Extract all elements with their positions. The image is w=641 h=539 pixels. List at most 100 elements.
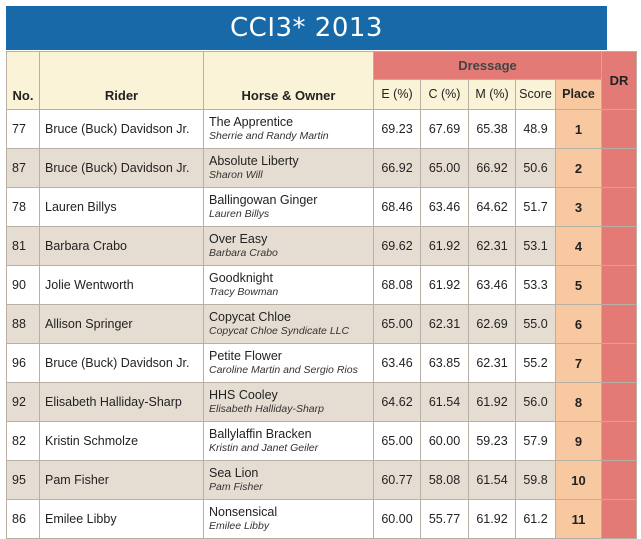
score-m: 61.92	[468, 499, 516, 539]
rider-name: Kristin Schmolze	[39, 421, 204, 461]
owner-name: Caroline Martin and Sergio Rios	[209, 364, 358, 376]
place: 11	[554, 499, 603, 539]
dr-cell	[601, 343, 638, 383]
score-c: 63.85	[420, 343, 469, 383]
horse-name: Ballingowan Ginger	[209, 193, 318, 207]
score-e: 69.62	[373, 226, 421, 266]
horse-name: HHS Cooley	[209, 388, 278, 402]
header-m: M (%)	[468, 78, 516, 111]
table-row: 95 Pam Fisher Sea Lion Pam Fisher 60.77 58.08…	[6, 460, 638, 500]
header-dr: DR	[601, 51, 638, 110]
score-c: 65.00	[420, 148, 469, 188]
rider-name: Bruce (Buck) Davidson Jr.	[39, 109, 204, 149]
table-row: 78 Lauren Billys Ballingowan Ginger Lauren …	[6, 187, 638, 227]
horse-owner-cell: Goodknight Tracy Bowman	[203, 265, 374, 305]
score-e: 66.92	[373, 148, 421, 188]
table-row: 90 Jolie Wentworth Goodknight Tracy Bowman 6…	[6, 265, 638, 305]
horse-owner-cell: Nonsensical Emilee Libby	[203, 499, 374, 539]
header-no: No.	[6, 51, 40, 110]
score-m: 62.69	[468, 304, 516, 344]
score-m: 59.23	[468, 421, 516, 461]
place: 6	[554, 304, 603, 344]
score-m: 61.92	[468, 382, 516, 422]
rider-name: Bruce (Buck) Davidson Jr.	[39, 343, 204, 383]
table-row: 82 Kristin Schmolze Ballylaffin Bracken Kri…	[6, 421, 638, 461]
table-row: 77 Bruce (Buck) Davidson Jr. The Apprentic…	[6, 109, 638, 149]
place: 1	[554, 109, 603, 149]
dressage-score: 56.0	[515, 382, 556, 422]
horse-owner-cell: Copycat Chloe Copycat Chloe Syndicate LLC	[203, 304, 374, 344]
place: 10	[554, 460, 603, 500]
place: 7	[554, 343, 603, 383]
dressage-score: 50.6	[515, 148, 556, 188]
score-c: 61.92	[420, 265, 469, 305]
table-row: 96 Bruce (Buck) Davidson Jr. Petite Flower…	[6, 343, 638, 383]
owner-name: Elisabeth Halliday-Sharp	[209, 403, 324, 415]
horse-name: Petite Flower	[209, 349, 282, 363]
horse-name: Nonsensical	[209, 505, 278, 519]
dressage-score: 61.2	[515, 499, 556, 539]
score-c: 60.00	[420, 421, 469, 461]
rider-name: Barbara Crabo	[39, 226, 204, 266]
score-e: 68.08	[373, 265, 421, 305]
horse-owner-cell: Ballylaffin Bracken Kristin and Janet Gei…	[203, 421, 374, 461]
dressage-score: 59.8	[515, 460, 556, 500]
rider-name: Lauren Billys	[39, 187, 204, 227]
owner-name: Copycat Chloe Syndicate LLC	[209, 325, 350, 337]
rider-name: Pam Fisher	[39, 460, 204, 500]
header-place: Place	[554, 78, 603, 111]
owner-name: Sharon Will	[209, 169, 263, 181]
results-rows: 77 Bruce (Buck) Davidson Jr. The Apprentic…	[6, 109, 638, 539]
owner-name: Tracy Bowman	[209, 286, 279, 298]
horse-owner-cell: Over Easy Barbara Crabo	[203, 226, 374, 266]
table-row: 92 Elisabeth Halliday-Sharp HHS Cooley Elis…	[6, 382, 638, 422]
results-table: No. Rider Horse & Owner Dressage DR E (%…	[6, 51, 638, 539]
score-m: 66.92	[468, 148, 516, 188]
dr-cell	[601, 148, 638, 188]
score-c: 62.31	[420, 304, 469, 344]
dressage-score: 55.2	[515, 343, 556, 383]
entry-number: 81	[6, 226, 40, 266]
owner-name: Barbara Crabo	[209, 247, 278, 259]
place: 3	[554, 187, 603, 227]
dr-cell	[601, 304, 638, 344]
horse-name: Absolute Liberty	[209, 154, 299, 168]
table-row: 88 Allison Springer Copycat Chloe Copycat C…	[6, 304, 638, 344]
horse-name: Copycat Chloe	[209, 310, 291, 324]
rider-name: Emilee Libby	[39, 499, 204, 539]
header-dressage: Dressage	[372, 51, 603, 80]
table-row: 86 Emilee Libby Nonsensical Emilee Libby 60.…	[6, 499, 638, 539]
score-c: 63.46	[420, 187, 469, 227]
horse-name: Ballylaffin Bracken	[209, 427, 312, 441]
score-e: 63.46	[373, 343, 421, 383]
owner-name: Kristin and Janet Geiler	[209, 442, 319, 454]
entry-number: 92	[6, 382, 40, 422]
horse-owner-cell: Petite Flower Caroline Martin and Sergio …	[203, 343, 374, 383]
dressage-score: 57.9	[515, 421, 556, 461]
dr-cell	[601, 421, 638, 461]
score-e: 60.77	[373, 460, 421, 500]
table-row: 87 Bruce (Buck) Davidson Jr. Absolute Libe…	[6, 148, 638, 188]
owner-name: Pam Fisher	[209, 481, 263, 493]
page-title: CCI3* 2013	[6, 6, 607, 50]
score-m: 63.46	[468, 265, 516, 305]
header-score: Score	[515, 78, 556, 111]
score-c: 61.54	[420, 382, 469, 422]
dressage-score: 51.7	[515, 187, 556, 227]
score-m: 64.62	[468, 187, 516, 227]
score-e: 60.00	[373, 499, 421, 539]
rider-name: Jolie Wentworth	[39, 265, 204, 305]
dressage-score: 48.9	[515, 109, 556, 149]
horse-owner-cell: The Apprentice Sherrie and Randy Martin	[203, 109, 374, 149]
owner-name: Sherrie and Randy Martin	[209, 130, 329, 142]
entry-number: 88	[6, 304, 40, 344]
header-e: E (%)	[373, 78, 421, 111]
dr-cell	[601, 265, 638, 305]
score-c: 55.77	[420, 499, 469, 539]
horse-owner-cell: Absolute Liberty Sharon Will	[203, 148, 374, 188]
rider-name: Bruce (Buck) Davidson Jr.	[39, 148, 204, 188]
header-horse-owner: Horse & Owner	[203, 51, 374, 110]
horse-owner-cell: Ballingowan Ginger Lauren Billys	[203, 187, 374, 227]
dr-cell	[601, 109, 638, 149]
score-e: 69.23	[373, 109, 421, 149]
